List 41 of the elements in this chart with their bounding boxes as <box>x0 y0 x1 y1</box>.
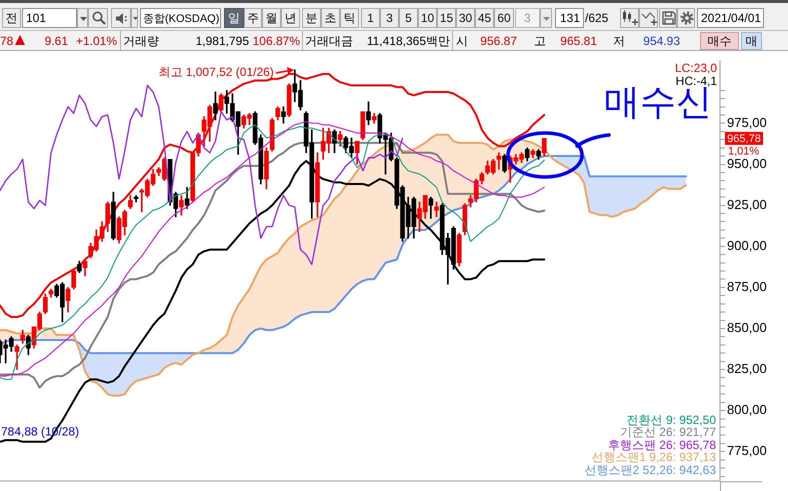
y-tick-label: 950,00 <box>727 156 767 171</box>
button: 주 <box>244 8 262 28</box>
text-field: 131 <box>555 8 584 28</box>
text: 선행스팬2 52,26: 942,63 <box>584 462 716 477</box>
text: 기준선 26: 921,77 <box>618 425 716 440</box>
text-field: 종합(KOSDAQ) <box>140 8 221 28</box>
text: 후행스팬 26: 965,78 <box>606 438 716 452</box>
button: 틱 <box>340 8 359 28</box>
button: 1 <box>361 8 380 28</box>
text: 1,01% <box>728 145 760 158</box>
button: 전 <box>2 8 21 28</box>
button: 60 <box>494 8 514 28</box>
y-tick-label: 925,00 <box>727 196 767 212</box>
button: 30 <box>456 8 475 28</box>
y-tick-label: 800,00 <box>727 402 767 418</box>
y-tick-label: 825,00 <box>727 361 767 376</box>
y-tick-label: 975,00 <box>727 114 767 130</box>
button: 매수 <box>700 32 739 50</box>
info-bar: 78 9.61 +1.01% 거래량 1,981,795 106.87% 거래대금 11,418,365백만 시 956.87 고 965.81 저 954.93 매수 매 <box>0 30 788 51</box>
button: 년 <box>281 8 300 28</box>
button: 10 <box>418 8 437 28</box>
button: 초 <box>321 8 340 28</box>
button: 3 <box>380 8 399 28</box>
annotation: 최고 1,007,52 (01/26) <box>158 65 274 80</box>
button: 45 <box>475 8 494 28</box>
button: 분 <box>302 8 321 28</box>
button: 매 <box>741 32 762 50</box>
button: 월 <box>262 8 281 28</box>
dropdown-field: 3 <box>515 8 540 28</box>
text: 전환선 9: 952,50 <box>626 413 716 427</box>
text: 선행스팬1 9,26: 937,13 <box>590 450 716 464</box>
annotation: LC:23,0 <box>674 61 718 76</box>
y-tick-label: 900,00 <box>727 238 767 253</box>
y-tick-label: 875,00 <box>727 279 767 294</box>
button: 15 <box>437 8 456 28</box>
button: 5 <box>399 8 418 28</box>
text-field: 101 <box>22 8 77 28</box>
button: 일 <box>224 8 244 28</box>
y-tick-label: 775,00 <box>727 443 767 458</box>
text: 965,78 <box>727 132 761 145</box>
y-tick-label: 850,00 <box>727 320 767 336</box>
